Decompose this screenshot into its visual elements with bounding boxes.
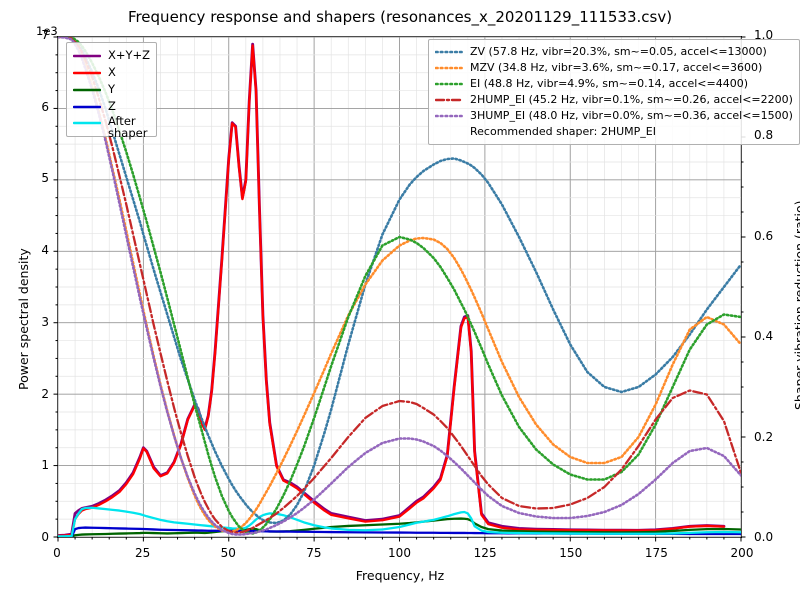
y-tick-right-0.4: 0.4 xyxy=(754,329,774,344)
y-tick-left-7: 7 xyxy=(41,28,49,42)
y-tick-left-1: 1 xyxy=(41,458,49,473)
legend-line-sample xyxy=(435,46,463,58)
y-tick-right-1.0: 1.0 xyxy=(754,28,774,42)
x-tick-175: 175 xyxy=(644,546,668,560)
x-tick-50: 50 xyxy=(220,546,236,560)
y-tick-left-5: 5 xyxy=(41,171,49,186)
chart-title: Frequency response and shapers (resonanc… xyxy=(127,8,673,26)
legend-item-label: ZV (57.8 Hz, vibr=20.3%, sm~=0.05, accel… xyxy=(470,45,767,59)
x-tick-100: 100 xyxy=(388,546,411,560)
legend-line-sample xyxy=(73,50,101,62)
x-axis-label: Frequency, Hz xyxy=(355,568,445,583)
plot-series-lines xyxy=(58,37,741,537)
legend-item[interactable]: ZV (57.8 Hz, vibr=20.3%, sm~=0.05, accel… xyxy=(435,44,793,60)
legend-item[interactable]: 3HUMP_EI (48.0 Hz, vibr=0.0%, sm~=0.36, … xyxy=(435,108,793,124)
y-tick-right-0.6: 0.6 xyxy=(754,228,774,243)
legend-item[interactable]: X+Y+Z xyxy=(73,47,150,64)
x-tick-200: 200 xyxy=(730,546,754,560)
legend-item-label: Y xyxy=(108,82,116,97)
legend-item-label: 3HUMP_EI (48.0 Hz, vibr=0.0%, sm~=0.36, … xyxy=(470,109,793,123)
legend-axes: X+Y+Z X Y Z After shaper xyxy=(66,42,158,139)
legend-item-label: After shaper xyxy=(108,114,148,141)
y-tick-right-0.2: 0.2 xyxy=(754,429,774,444)
legend-note-row: Recommended shaper: 2HUMP_EI xyxy=(435,124,793,140)
legend-line-sample xyxy=(73,84,101,96)
x-tick-125: 125 xyxy=(473,546,497,560)
y-tick-left-0: 0 xyxy=(41,530,49,544)
legend-item[interactable]: After shaper xyxy=(73,115,150,139)
legend-item[interactable]: Z xyxy=(73,98,150,115)
legend-item-label: X xyxy=(108,65,116,80)
legend-line-sample xyxy=(435,62,463,74)
y-tick-right-0.0: 0.0 xyxy=(754,530,774,544)
legend-item-label: MZV (34.8 Hz, vibr=3.6%, sm~=0.17, accel… xyxy=(470,61,763,75)
x-tick-25: 25 xyxy=(134,546,151,560)
series-after-shaper xyxy=(58,506,741,537)
legend-item-label: 2HUMP_EI (45.2 Hz, vibr=0.1%, sm~=0.26, … xyxy=(470,93,793,107)
y-axis-exponent-label: 1e3 xyxy=(36,24,58,38)
legend-item[interactable]: 2HUMP_EI (45.2 Hz, vibr=0.1%, sm~=0.26, … xyxy=(435,92,793,108)
series-x xyxy=(58,44,726,537)
legend-item-label: Z xyxy=(108,99,116,114)
legend-line-sample xyxy=(435,78,463,90)
legend-item[interactable]: EI (48.8 Hz, vibr=4.9%, sm~=0.14, accel<… xyxy=(435,76,793,92)
legend-line-sample xyxy=(73,117,101,129)
y-axis-label-right: Shaper vibration reduction (ratio) xyxy=(792,200,800,410)
y-tick-left-3: 3 xyxy=(41,314,49,329)
legend-line-sample xyxy=(73,101,101,113)
legend-item[interactable]: MZV (34.8 Hz, vibr=3.6%, sm~=0.17, accel… xyxy=(435,60,793,76)
series-zv xyxy=(58,37,741,525)
legend-item[interactable]: X xyxy=(73,64,150,81)
legend-item-label: EI (48.8 Hz, vibr=4.9%, sm~=0.14, accel<… xyxy=(470,77,748,91)
y-tick-left-4: 4 xyxy=(41,243,49,258)
legend-item[interactable]: Y xyxy=(73,81,150,98)
legend-line-sample xyxy=(73,67,101,79)
legend-line-sample xyxy=(435,94,463,106)
legend-item-label: X+Y+Z xyxy=(108,48,151,63)
y-tick-left-2: 2 xyxy=(41,386,49,401)
recommended-shaper-note: Recommended shaper: 2HUMP_EI xyxy=(470,125,656,139)
x-tick-150: 150 xyxy=(559,546,583,560)
legend-shapers: ZV (57.8 Hz, vibr=20.3%, sm~=0.05, accel… xyxy=(428,39,800,145)
x-tick-75: 75 xyxy=(306,546,322,560)
legend-line-sample xyxy=(435,110,463,122)
y-tick-left-6: 6 xyxy=(41,99,49,114)
series-ei xyxy=(58,37,741,535)
series-3hump-ei xyxy=(58,37,741,536)
series-2hump-ei xyxy=(58,37,741,534)
x-tick-0: 0 xyxy=(53,546,61,560)
y-tick-right-0.8: 0.8 xyxy=(754,128,774,143)
